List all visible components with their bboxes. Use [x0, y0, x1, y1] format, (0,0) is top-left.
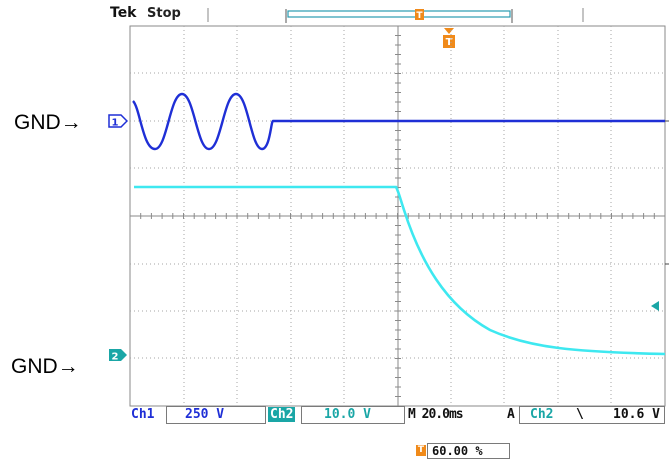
ch1-ground-marker: 1 [108, 114, 129, 129]
ch2-ground-marker: 2 [109, 349, 127, 363]
ch1-label: Ch1 [131, 407, 155, 422]
trigger-position-readout: 60.00 % [427, 443, 510, 459]
record-view-bar [285, 9, 513, 23]
ch2-trace [134, 185, 666, 356]
gnd-label-ch1: GND→ [14, 111, 82, 134]
svg-text:1: 1 [112, 118, 119, 129]
acquisition-status: Stop [147, 6, 181, 21]
svg-text:T: T [416, 11, 423, 21]
trigger-readout-box [519, 406, 665, 424]
trigger-position-marker: T [443, 28, 455, 48]
ch1-scale-readout: 250 V [166, 406, 266, 424]
svg-text:2: 2 [112, 352, 119, 363]
trigger-level-readout: 10.6 V [613, 407, 660, 422]
graticule-grid [130, 26, 665, 406]
trigger-level-marker [651, 301, 659, 311]
trigger-slope-icon: \ [576, 407, 584, 422]
trigger-source: Ch2 [530, 407, 554, 422]
brand-logo: Tek [110, 5, 137, 21]
trigger-position-icon: T [416, 445, 426, 456]
svg-text:T: T [446, 37, 453, 48]
ch1-trace [131, 92, 665, 151]
trigger-mode: A [507, 407, 515, 422]
right-edge-ticks [665, 120, 669, 265]
timebase-readout: M 20.0ms [408, 407, 464, 422]
graticule-center-ticks [129, 25, 655, 407]
gnd-label-ch2: GND→ [11, 355, 79, 378]
record-trigger-icon: T [415, 9, 424, 21]
ch2-scale-readout: 10.0 V [301, 406, 405, 424]
ch2-label: Ch2 [268, 407, 296, 422]
